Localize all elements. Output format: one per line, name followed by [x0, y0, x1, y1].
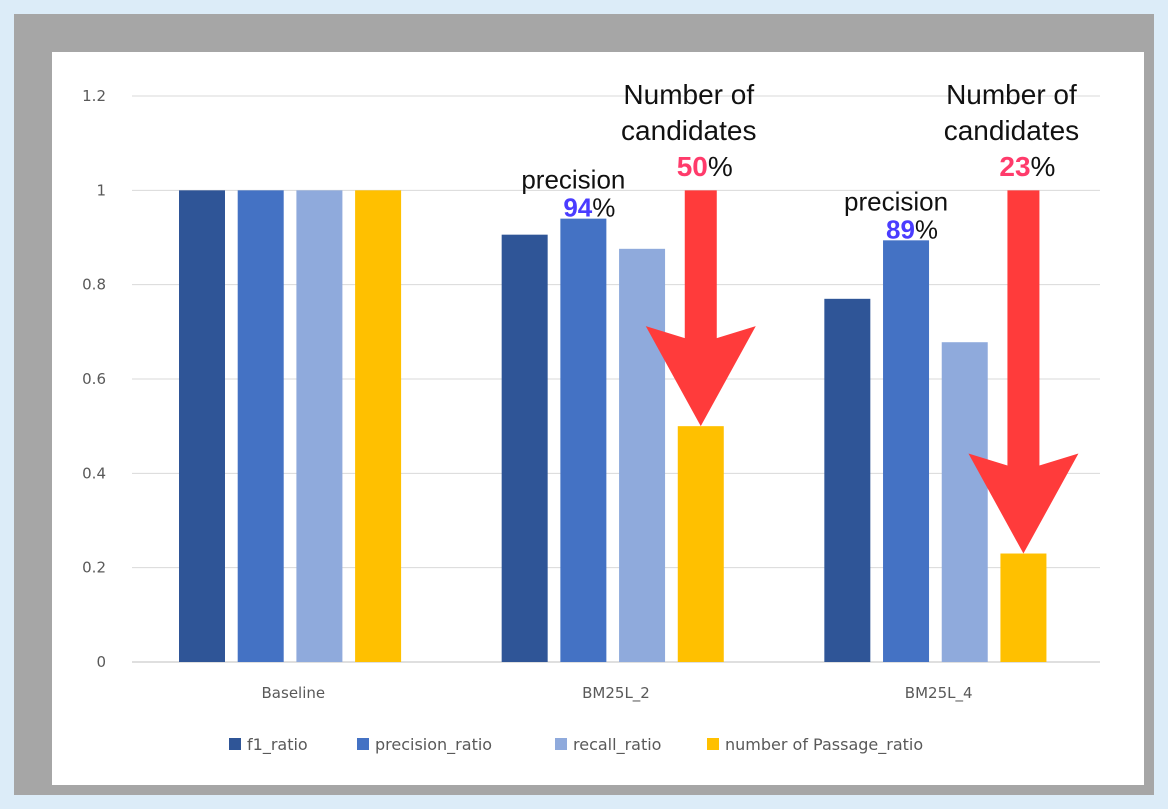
bar [677, 426, 724, 662]
y-tick-label: 0.2 [82, 559, 106, 577]
precision-percent: 94% [563, 193, 615, 223]
candidates-suffix: % [1031, 151, 1056, 182]
bar [883, 240, 930, 662]
legend-label: f1_ratio [247, 735, 308, 755]
bar [941, 342, 988, 662]
bar-chart: 0 0.2 0.4 0.6 0.8 1 1.2 Baseline BM25L_2 BM25L_4f… [82, 79, 1100, 755]
precision-annotation: precision [521, 165, 625, 195]
precision-annotation: precision [844, 186, 948, 216]
bar [501, 234, 548, 663]
reduction-arrow [968, 190, 1079, 554]
precision-value: 94 [563, 193, 592, 223]
legend-label: number of Passage_ratio [725, 735, 923, 755]
precision-suffix: % [592, 193, 615, 223]
bar [560, 218, 607, 662]
x-tick-label: BM25L_2 [582, 684, 650, 703]
precision-percent: 89% [886, 214, 938, 244]
y-tick-label: 1.2 [82, 87, 106, 105]
candidates-suffix: % [708, 151, 733, 182]
y-tick-label: 0 [96, 653, 106, 671]
bar [355, 190, 402, 663]
candidates-annotation-line1: Number of [946, 79, 1077, 110]
candidates-annotation-line2: candidates [621, 115, 756, 146]
y-tick-label: 1 [96, 181, 106, 199]
x-tick-label: Baseline [262, 684, 326, 702]
candidates-value: 23 [999, 151, 1030, 182]
legend-swatch [357, 738, 369, 750]
y-tick-label: 0.4 [82, 464, 106, 482]
candidates-percent: 23% [999, 151, 1055, 182]
legend-label: recall_ratio [573, 735, 661, 755]
legend-swatch [555, 738, 567, 750]
candidates-value: 50 [677, 151, 708, 182]
bar [296, 190, 343, 663]
bar [824, 298, 871, 662]
candidates-annotation-line2: candidates [944, 115, 1079, 146]
x-tick-label: BM25L_4 [905, 684, 973, 703]
candidates-annotation-line1: Number of [623, 79, 754, 110]
legend-swatch [229, 738, 241, 750]
bar [237, 190, 284, 663]
y-tick-label: 0.8 [82, 276, 106, 294]
bar [1000, 553, 1047, 662]
legend-swatch [707, 738, 719, 750]
precision-value: 89 [886, 214, 915, 244]
bar [179, 190, 225, 663]
legend-label: precision_ratio [375, 735, 492, 755]
candidates-percent: 50% [677, 151, 733, 182]
bar [619, 248, 666, 662]
y-tick-label: 0.6 [82, 370, 106, 388]
precision-suffix: % [915, 214, 938, 244]
reduction-arrow [645, 190, 756, 427]
